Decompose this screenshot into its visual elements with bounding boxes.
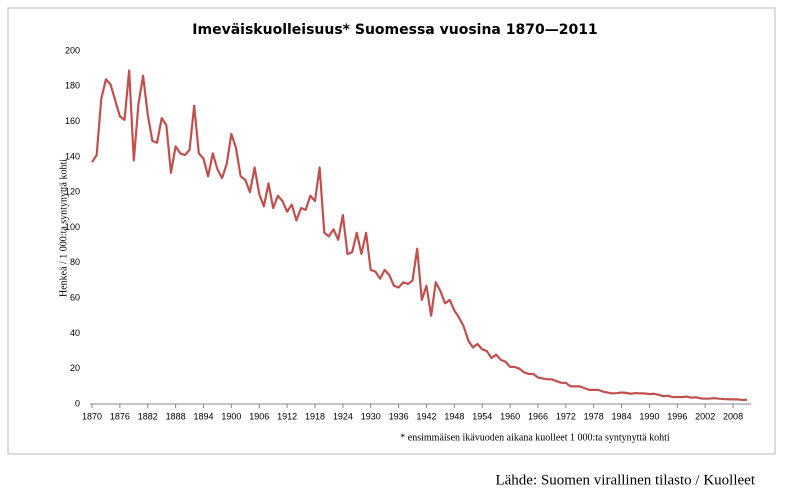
- x-tick-label: 1894: [193, 411, 213, 421]
- x-tick-label: 2008: [723, 411, 743, 421]
- y-tick-label: 20: [70, 363, 80, 373]
- y-tick-label: 180: [65, 81, 80, 91]
- x-tick-label: 1900: [221, 411, 241, 421]
- source: Lähde: Suomen virallinen tilasto / Kuoll…: [495, 472, 755, 488]
- x-tick-label: 1960: [500, 411, 520, 421]
- y-tick-label: 120: [65, 187, 80, 197]
- y-tick-label: 0: [75, 398, 80, 408]
- x-tick-label: 1990: [639, 411, 659, 421]
- chart-title: Imeväiskuolleisuus* Suomessa vuosina 187…: [192, 22, 597, 38]
- data-line: [91, 69, 748, 402]
- x-tick-label: 1912: [277, 411, 297, 421]
- x-tick-label: 1942: [416, 411, 436, 421]
- y-axis-label: Henkeä / 1 000:ta syntynyttä kohti: [58, 159, 69, 297]
- y-tick-label: 60: [70, 292, 80, 302]
- y-tick-label: 200: [65, 45, 80, 55]
- y-tick-label: 160: [65, 116, 80, 126]
- y-tick-label: 100: [65, 222, 80, 232]
- y-tick-label: 80: [70, 257, 80, 267]
- x-tick-label: 1918: [305, 411, 325, 421]
- x-tick-label: 1930: [361, 411, 381, 421]
- footnote: * ensimmäisen ikävuoden aikana kuolleet …: [400, 432, 670, 443]
- x-tick-label: 1882: [138, 411, 158, 421]
- x-tick-label: 1996: [667, 411, 687, 421]
- x-tick-label: 1876: [110, 411, 130, 421]
- x-tick-label: 2002: [695, 411, 715, 421]
- x-tick-label: 1948: [444, 411, 464, 421]
- y-tick-label: 40: [70, 328, 80, 338]
- x-tick-label: 1936: [389, 411, 409, 421]
- x-tick-label: 1870: [82, 411, 102, 421]
- x-tick-label: 1966: [528, 411, 548, 421]
- x-tick-label: 1984: [612, 411, 632, 421]
- x-tick-label: 1978: [584, 411, 604, 421]
- x-tick-label: 1906: [249, 411, 269, 421]
- x-tick-label: 1924: [333, 411, 353, 421]
- x-tick-label: 1888: [166, 411, 186, 421]
- x-tick-label: 1954: [472, 411, 492, 421]
- y-tick-label: 140: [65, 151, 80, 161]
- x-tick-label: 1972: [556, 411, 576, 421]
- chart-frame: [7, 7, 776, 455]
